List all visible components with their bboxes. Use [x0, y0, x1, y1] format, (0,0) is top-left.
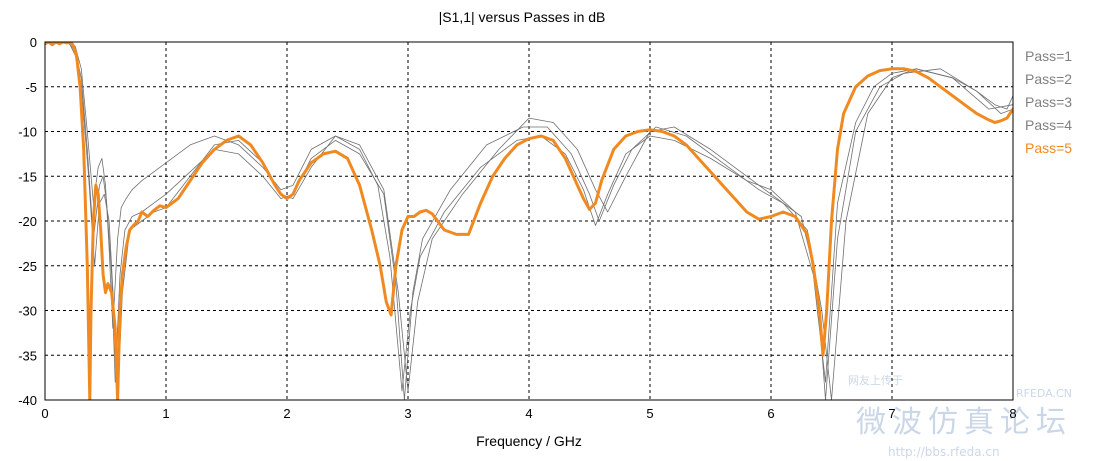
- y-tick-label: -40: [18, 393, 37, 408]
- series-line-pass-1: [45, 42, 1013, 392]
- x-tick-label: 7: [888, 406, 895, 421]
- legend-entry: Pass=1: [1025, 48, 1072, 64]
- watermark-site: RFEDA.CN: [1016, 387, 1072, 400]
- series-line-pass-5: [45, 42, 1013, 400]
- x-axis-title: Frequency / GHz: [476, 433, 582, 449]
- legend-entry: Pass=5: [1025, 140, 1072, 156]
- y-tick-label: -30: [18, 304, 37, 319]
- watermark-uploader: 网友上传于: [848, 373, 903, 387]
- x-tick-label: 1: [162, 406, 169, 421]
- y-tick-label: -20: [18, 214, 37, 229]
- y-tick-label: -5: [25, 80, 37, 95]
- y-tick-label: -35: [18, 348, 37, 363]
- legend-entry: Pass=4: [1025, 117, 1072, 133]
- chart-title: |S1,1| versus Passes in dB: [439, 9, 606, 25]
- plot-frame: [44, 41, 1014, 401]
- x-tick-label: 3: [404, 406, 411, 421]
- tick-labels: 0 1 2 3 4 5 6 7 8 0 -5 -10 -15 -20 -25 -30 -35 -40: [18, 35, 1016, 421]
- y-tick-label: -15: [18, 169, 37, 184]
- x-tick-label: 4: [525, 406, 532, 421]
- legend-entry: Pass=2: [1025, 71, 1072, 87]
- series-layer: [45, 42, 1013, 400]
- legend: Pass=1 Pass=2 Pass=3 Pass=4 Pass=5: [1025, 48, 1072, 156]
- x-tick-label: 0: [41, 406, 48, 421]
- y-tick-label: -25: [18, 259, 37, 274]
- x-tick-label: 5: [646, 406, 653, 421]
- x-tick-label: 6: [767, 406, 774, 421]
- x-tick-label: 2: [283, 406, 290, 421]
- y-tick-label: -10: [18, 125, 37, 140]
- y-tick-label: 0: [30, 35, 37, 50]
- x-tick-label: 8: [1009, 406, 1016, 421]
- grid-layer: [45, 42, 1013, 400]
- legend-entry: Pass=3: [1025, 94, 1072, 110]
- watermark-forum-name: 微波仿真论坛: [856, 405, 1072, 440]
- watermark: RFEDA.CN 网友上传于 微波仿真论坛 http://bbs.rfeda.c…: [848, 373, 1072, 459]
- watermark-url: http://bbs.rfeda.cn: [888, 445, 1000, 459]
